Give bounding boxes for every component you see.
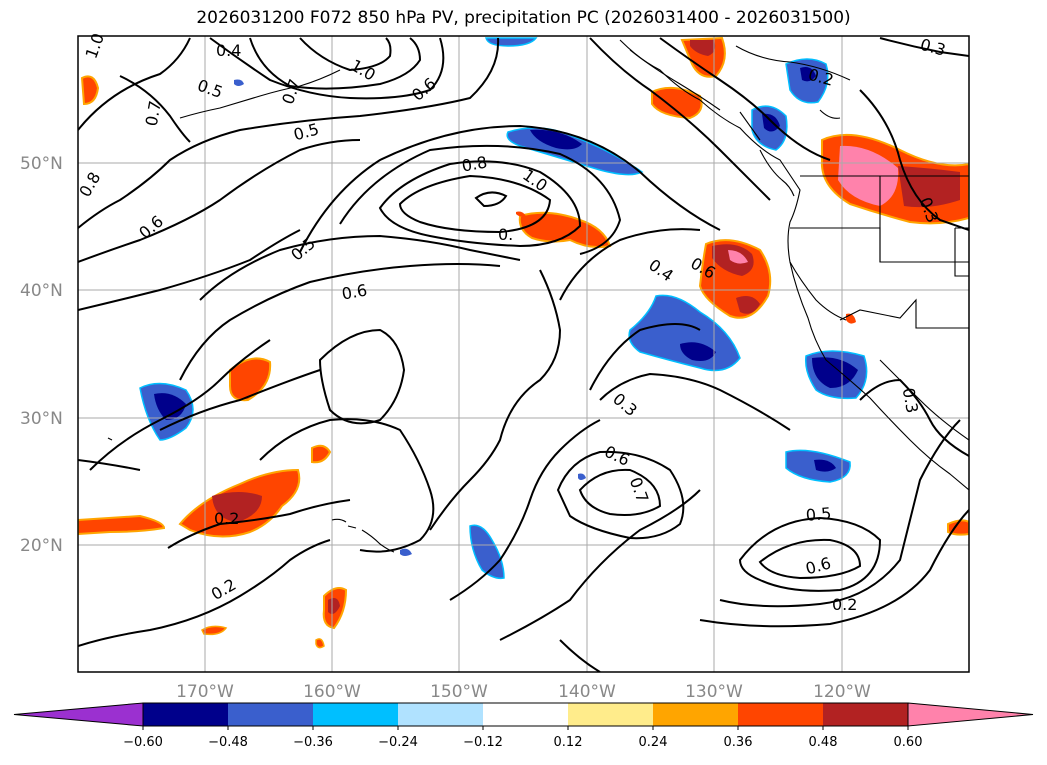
contour-label: 0.8 bbox=[75, 169, 104, 201]
colorbar-tick-label: 0.24 bbox=[639, 735, 668, 750]
contour-label: 0.5 bbox=[805, 504, 832, 525]
contour-label: 0.3 bbox=[609, 389, 641, 420]
colorbar-swatch bbox=[568, 703, 653, 726]
contour-label: 0.5 bbox=[195, 75, 225, 102]
contour-label: 1.0 bbox=[81, 31, 108, 61]
contour-label: 0.5 bbox=[291, 119, 321, 144]
colorbar-swatch bbox=[398, 703, 483, 726]
colorbar-outline bbox=[142, 702, 909, 727]
contour-label: 0.6 bbox=[602, 442, 633, 470]
lat-label: 30°N bbox=[20, 409, 63, 429]
lat-label: 50°N bbox=[20, 154, 63, 174]
contour-label: 0.4 bbox=[216, 41, 241, 60]
colorbar-swatch bbox=[823, 703, 908, 726]
colorbar-tick-label: 0.60 bbox=[894, 735, 923, 750]
colorbar-tick-label: −0.48 bbox=[208, 735, 248, 750]
contour-label: 0. bbox=[498, 225, 513, 244]
colorbar-swatch bbox=[143, 703, 228, 726]
map-title: 2026031200 F072 850 hPa PV, precipitatio… bbox=[196, 8, 851, 28]
colorbar-tick-label: −0.24 bbox=[378, 735, 418, 750]
lon-label: 160°W bbox=[303, 682, 361, 702]
colorbar-tick-label: −0.12 bbox=[463, 735, 503, 750]
colorbar-swatch bbox=[738, 703, 823, 726]
pv-contours bbox=[78, 37, 969, 672]
lat-label: 20°N bbox=[20, 536, 63, 556]
contour-label: 0.4 bbox=[645, 255, 677, 285]
contour-label: 0.7 bbox=[142, 99, 165, 127]
colorbar: −0.60 −0.48 −0.36 −0.24 −0.12 0.12 0.24 0.36 0.4… bbox=[13, 702, 1034, 750]
colorbar-swatch bbox=[228, 703, 313, 726]
gridlines bbox=[78, 36, 969, 672]
colorbar-tick-label: 0.48 bbox=[809, 735, 838, 750]
contour-label: 0.2 bbox=[214, 509, 239, 528]
lon-label: 150°W bbox=[430, 682, 488, 702]
colorbar-arrow-low bbox=[13, 702, 144, 727]
lat-label: 40°N bbox=[20, 281, 63, 301]
contour-label: 0.2 bbox=[832, 595, 857, 614]
colorbar-swatch bbox=[483, 703, 568, 726]
lon-label: 140°W bbox=[558, 682, 616, 702]
precip-negative-region bbox=[469, 524, 505, 580]
lon-label: 170°W bbox=[176, 682, 234, 702]
colorbar-arrow-high bbox=[907, 702, 1034, 727]
contour-label: 0.3 bbox=[899, 386, 922, 414]
precip-positive-region bbox=[78, 514, 166, 536]
contour-label: 0.5 bbox=[287, 234, 319, 265]
map-frame bbox=[77, 35, 970, 673]
precipitation-fill-layer bbox=[78, 36, 969, 649]
contour-label: 0.3 bbox=[918, 35, 948, 60]
precip-positive-region bbox=[229, 357, 272, 402]
lon-label: 120°W bbox=[813, 682, 871, 702]
contour-label: 0.7 bbox=[626, 475, 653, 505]
contour-label: 0.6 bbox=[408, 74, 440, 105]
contour-label: 0.6 bbox=[803, 553, 833, 578]
contour-label: 0.6 bbox=[340, 280, 368, 303]
contour-label: 0.8 bbox=[460, 152, 488, 175]
colorbar-tick-label: −0.36 bbox=[293, 735, 333, 750]
precip-positive-region bbox=[518, 211, 612, 249]
colorbar-tick-label: −0.60 bbox=[123, 735, 163, 750]
precip-positive-region bbox=[651, 86, 703, 120]
lon-label: 130°W bbox=[685, 682, 743, 702]
contour-label: 1.0 bbox=[519, 165, 551, 195]
colorbar-swatch bbox=[313, 703, 398, 726]
contour-label: 0.6 bbox=[135, 212, 167, 243]
contour-label: 1.0 bbox=[347, 55, 379, 84]
precip-positive-region bbox=[311, 444, 332, 464]
precip-negative-region bbox=[485, 37, 538, 47]
colorbar-tick-label: 0.36 bbox=[724, 735, 753, 750]
colorbar-tick-label: 0.12 bbox=[554, 735, 583, 750]
colorbar-swatch bbox=[653, 703, 738, 726]
precip-positive-region bbox=[80, 75, 100, 106]
